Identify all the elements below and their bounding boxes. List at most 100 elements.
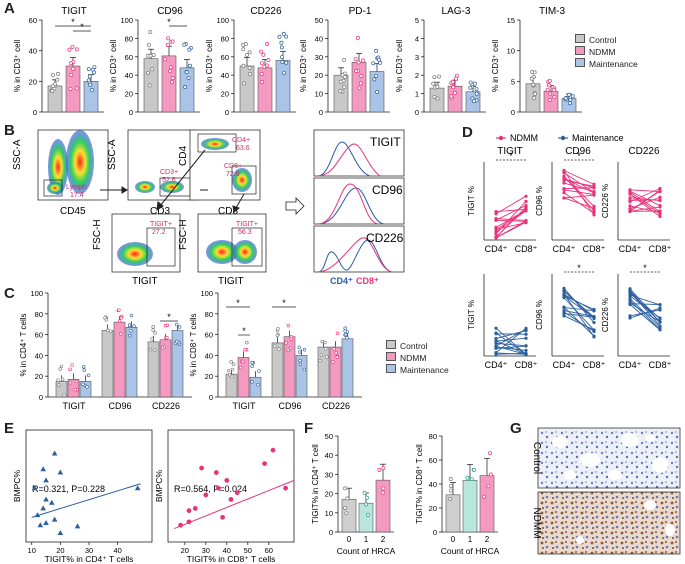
- panel-c-dot-right-1-0-4: [276, 327, 280, 331]
- panel-a-dot-2-2-6: [280, 55, 284, 60]
- hist-label-cd226: CD226: [366, 231, 404, 245]
- panel-d-pair-0-1-5: [563, 177, 595, 194]
- panel-d-dot-a-0-1-13: [562, 174, 566, 178]
- panel-a-dot-1-0-3: [147, 83, 152, 88]
- panel-c-dot-right-0-1-0: [245, 340, 249, 345]
- panel-e-xticklabel-right-0: 20: [181, 546, 189, 555]
- panel-c-dot-left-1-0-2: [108, 329, 113, 333]
- panel-c-dot-right-2-0-1: [320, 339, 324, 344]
- panel-c-dot-right-1-2-0: [302, 367, 306, 372]
- panel-c-dot-left-2-0-4: [150, 337, 154, 341]
- panel-d-dot-b-0-2-13: [658, 209, 662, 213]
- panel-d-pair-1-0-12: [495, 342, 527, 347]
- panel-a-dot-4-2-5: [474, 91, 479, 96]
- panel-d-title-0: TIGIT: [497, 146, 523, 157]
- panel-d-ylabel-0-1: CD96 %: [535, 186, 544, 216]
- panel-d-chart-1-1: CD96 % CD4⁺ CD8⁺ *: [535, 263, 606, 370]
- panel-c-dot-right-0-0-3: [229, 360, 233, 364]
- panel-d-pair-0-1-7: [563, 194, 595, 199]
- panel-c-ticklabel-right-4: 80: [205, 310, 213, 319]
- panel-d-pair-0-0-7: [495, 209, 527, 228]
- panel-c-dot-right-2-1-5: [331, 360, 335, 364]
- panel-d-dot-b-1-1-4: [592, 309, 596, 313]
- panel-a-dot-4-1-5: [451, 85, 456, 90]
- panel-a-dot-1-1-7: [168, 65, 173, 70]
- panel-d-dot-b-1-0-12: [524, 344, 528, 348]
- panel-a-dot-0-2-5: [86, 78, 91, 83]
- panel-d-pair-1-0-9: [495, 337, 527, 342]
- panel-c-bar-left-1-2: [125, 327, 138, 398]
- panel-f-dot-left-2-3: [381, 486, 386, 491]
- panel-letter-c: C: [4, 285, 15, 302]
- panel-c-dot-left-1-1-1: [117, 308, 121, 312]
- panel-d-dot-b-1-1-13: [592, 335, 596, 339]
- panel-c-category-left-1: CD96: [108, 401, 131, 411]
- panel-d-xcat-0-2-1: CD8⁺: [649, 244, 672, 254]
- panel-e-point-left-7: [40, 505, 46, 511]
- panel-c-bar-right-0-2: [249, 376, 262, 398]
- panel-a-dot-1-1-8: [170, 39, 175, 44]
- panel-a-dot-0-1-1: [67, 47, 72, 52]
- panel-a-ticklabel-0-0: 0: [33, 108, 37, 117]
- panel-c-dot-right-2-1-4: [335, 331, 340, 336]
- panel-a-title-3: PD-1: [349, 6, 372, 17]
- panel-d-pair-0-1-6: [563, 170, 595, 216]
- panel-d-dot-a-1-2-12: [628, 293, 632, 297]
- panel-c-dot-right-2-1-3: [334, 350, 338, 355]
- panel-a-dot-4-0-7: [436, 74, 441, 79]
- panel-f-ticklabel-left-1: 10: [325, 509, 333, 518]
- panel-a-dot-0-1-8: [68, 61, 73, 66]
- panel-d-chart-1-2: CD226 % CD4⁺ CD8⁺ *: [601, 263, 672, 370]
- panel-a-dot-2-2-5: [281, 31, 286, 36]
- panel-a-ticklabel-4-3: 3: [415, 53, 419, 62]
- panel-d-dot-b-1-2-4: [658, 316, 662, 320]
- panel-a-dot-4-0-0: [432, 94, 437, 99]
- panel-a-dot-5-2-7: [568, 97, 573, 102]
- panel-d-legend-maint-label: Maintenance: [572, 133, 624, 143]
- panel-a-dot-4-2-4: [472, 81, 477, 86]
- plot1-gate: Lymph: [66, 184, 87, 191]
- panel-c-dot-left-0-0-5: [62, 393, 66, 397]
- panel-a-dot-2-2-1: [279, 45, 284, 50]
- panel-a-dot-5-2-1: [567, 101, 572, 106]
- panel-a-dot-4-2-1: [474, 87, 479, 92]
- panel-f-dot-right-0-2: [448, 496, 453, 501]
- panel-e-point-right-3: [213, 470, 219, 475]
- panel-a-dot-2-2-8: [280, 60, 285, 65]
- panel-c-dot-right-2-0-2: [325, 355, 329, 359]
- panel-c-ticklabel-left-3: 60: [35, 331, 43, 340]
- panel-a-ticklabel-2-3: 60: [221, 53, 229, 62]
- panel-d-ylabel-1-1: CD96 %: [535, 300, 544, 330]
- plot3-gate2: CD8+: [224, 163, 242, 170]
- panel-a-dot-2-0-5: [242, 81, 247, 86]
- panel-d-dot-a-0-2-13: [628, 209, 632, 213]
- panel-c-dot-left-2-1-3: [165, 323, 170, 328]
- panel-c-dot-left-0-2-5: [82, 368, 86, 372]
- panel-d-pair-1-2-12: [629, 294, 661, 306]
- legend-maintenance: Maintenance: [575, 58, 638, 70]
- panel-d-pair-1-1-8: [563, 288, 595, 323]
- panel-c-chart-right: 0 20 40 60 80 100 % in CD8⁺ T cells TIGIT CD96 CD…: [189, 289, 362, 411]
- panel-f-category-left-2: 2: [381, 535, 386, 544]
- panel-c-dot-right-0-2-5: [250, 360, 254, 365]
- panel-a-ticklabel-3-2: 20: [315, 71, 323, 80]
- flow-plot-cd3: [127, 129, 199, 201]
- panel-letter-b: B: [4, 122, 15, 139]
- panel-d-pair-0-2-12: [629, 205, 661, 214]
- panel-a-dot-3-0-4: [338, 88, 343, 93]
- panel-d-dot-a-1-2-6: [628, 287, 632, 291]
- panel-a-dot-3-2-4: [374, 48, 379, 53]
- panel-c-dot-left-2-0-5: [151, 325, 155, 329]
- panel-d-dot-b-0-2-11: [658, 204, 662, 208]
- panel-a-chart-4: LAG-3 0 1 2 3 4 5 % in CD3⁺ cell: [395, 6, 486, 117]
- panel-d-xcat-1-2-1: CD8⁺: [649, 360, 672, 370]
- panel-a-dot-2-2-2: [284, 34, 288, 39]
- legend-c-ndmm-label: NDMM: [400, 353, 427, 363]
- plot5-value: 56.3: [238, 229, 252, 236]
- panel-d-dot-b-1-0-13: [524, 332, 528, 336]
- panel-f-dot-left-0-1: [343, 486, 348, 491]
- panel-a-dot-0-2-3: [92, 65, 97, 70]
- panel-f-bar-left-0: [341, 499, 357, 533]
- panel-c-bar-right-0-1: [237, 357, 250, 398]
